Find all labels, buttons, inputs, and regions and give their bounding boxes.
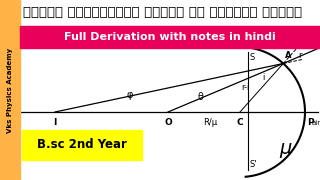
Text: i: i [262,73,264,82]
Text: O: O [164,118,172,127]
Text: r: r [298,51,301,60]
Text: S: S [250,53,255,62]
Text: गोलीय अपवर्त्तक पृष्ठ के अविपथी बिंदु: गोलीय अपवर्त्तक पृष्ठ के अविपथी बिंदु [23,6,302,19]
Bar [20,0,320,26]
Text: S': S' [250,160,258,169]
Text: Vks Physics Academy: Vks Physics Academy [7,47,13,133]
Bar [0,0,20,180]
Text: I: I [53,118,57,127]
Text: A: A [285,51,292,60]
Text: air: air [312,120,320,126]
Bar [22,130,142,160]
Text: P: P [307,118,314,127]
Text: Full Derivation with notes in hindi: Full Derivation with notes in hindi [64,32,276,42]
Bar [20,26,320,48]
Text: B: B [310,37,316,46]
Text: r-i: r-i [241,83,249,92]
Text: C: C [237,118,243,127]
Text: φ: φ [127,90,133,100]
Text: θ: θ [197,92,203,102]
Text: B.sc 2nd Year: B.sc 2nd Year [37,138,127,152]
Text: μ: μ [279,138,291,158]
Text: R/μ: R/μ [203,118,217,127]
